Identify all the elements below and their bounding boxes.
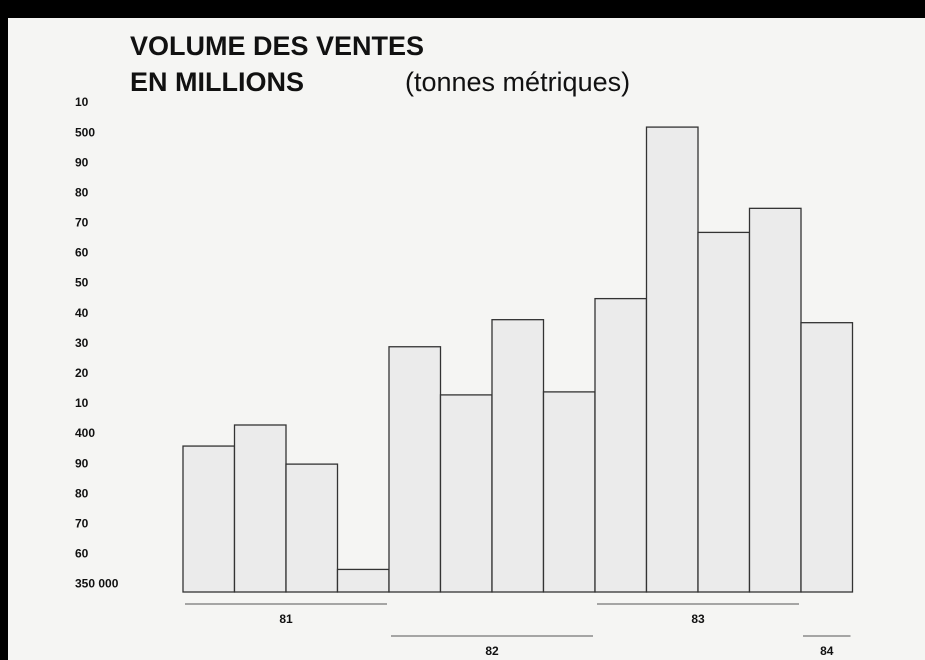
y-tick-label: 60 (75, 547, 89, 561)
bar (233, 424, 287, 593)
bar (748, 207, 802, 593)
y-tick-label: 30 (75, 336, 89, 350)
bar (182, 445, 236, 593)
y-tick-label: 80 (75, 185, 89, 199)
y-tick-label: 500 (75, 125, 95, 139)
bar (645, 126, 699, 593)
y-tick-label: 90 (75, 155, 89, 169)
bar (388, 346, 442, 593)
y-tick-label: 90 (75, 456, 89, 470)
group-label: 81 (279, 612, 293, 626)
y-tick-label: 50 (75, 276, 89, 290)
bar (491, 319, 545, 593)
bar (594, 297, 648, 593)
bar (285, 463, 339, 593)
y-tick-label: 60 (75, 246, 89, 260)
y-tick-label: 40 (75, 306, 89, 320)
y-tick-label: 400 (75, 426, 95, 440)
group-label: 84 (820, 644, 834, 658)
chart-title-line2: EN MILLIONS (130, 67, 304, 97)
bar (800, 322, 854, 593)
group-label: 82 (485, 644, 499, 658)
chart-title: VOLUME DES VENTES (130, 31, 424, 61)
y-tick-label: 10 (75, 396, 89, 410)
y-tick-label: 20 (75, 366, 89, 380)
bar (336, 568, 390, 593)
bar (439, 394, 493, 593)
y-tick-label: 10 (75, 95, 89, 109)
group-label: 83 (691, 612, 705, 626)
bar (542, 391, 596, 593)
bar (697, 231, 751, 593)
chart-subtitle: (tonnes métriques) (405, 67, 630, 97)
y-tick-label: 350 000 (75, 577, 119, 591)
y-tick-label: 80 (75, 486, 89, 500)
y-tick-label: 70 (75, 516, 89, 530)
y-tick-label: 70 (75, 216, 89, 230)
